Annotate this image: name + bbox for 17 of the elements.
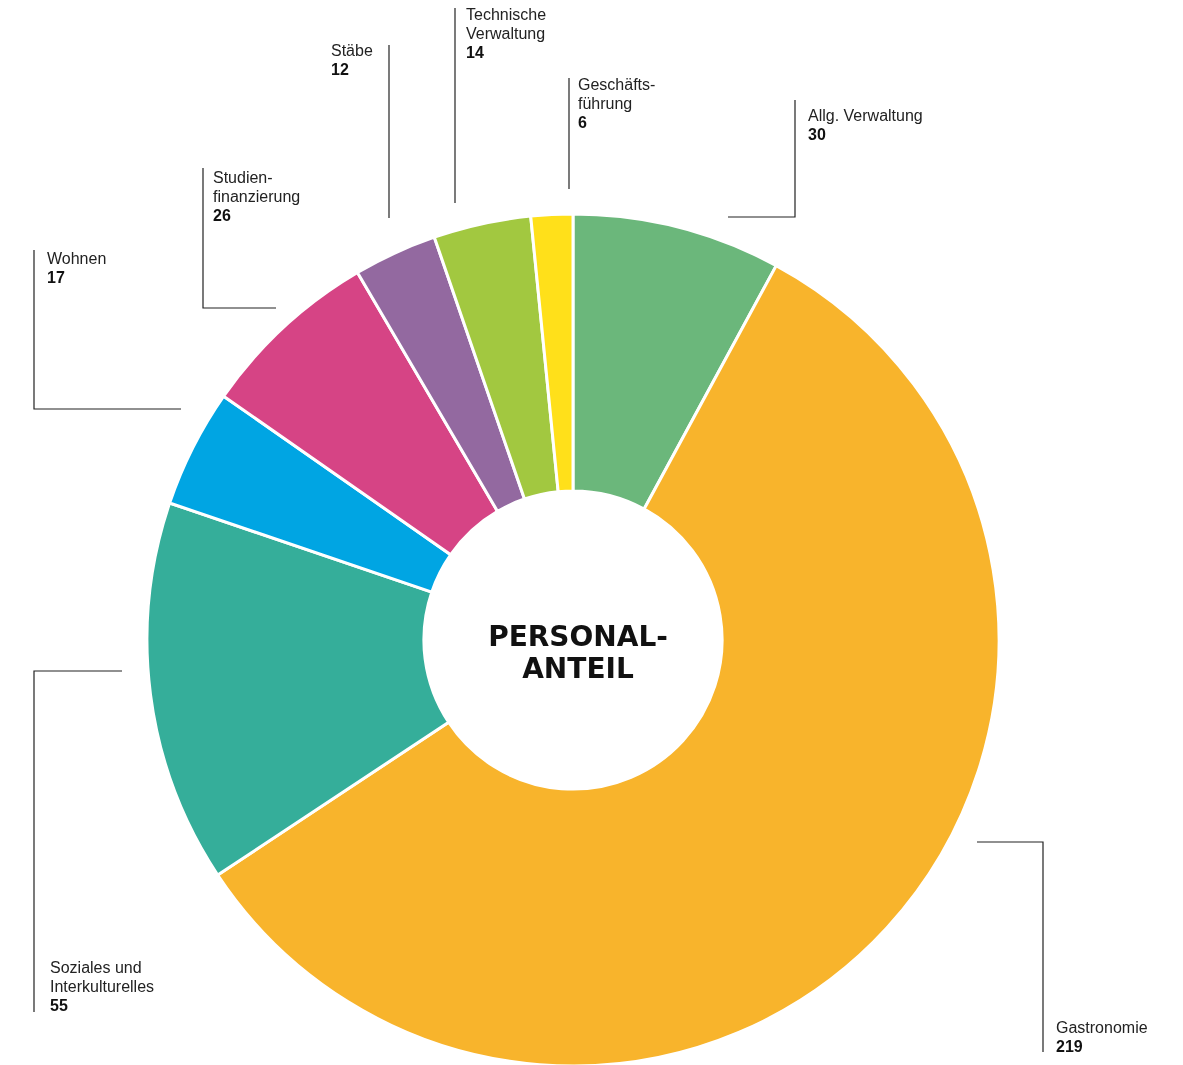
data-label: 12: [331, 61, 349, 78]
slice-label: Wohnen: [47, 250, 107, 267]
data-label: 30: [808, 126, 826, 143]
slice-label: Gastronomie: [1056, 1019, 1148, 1036]
data-label: 55: [50, 997, 68, 1014]
data-label: 219: [1056, 1038, 1083, 1055]
slice-label: Soziales und Interkulturelles: [50, 959, 155, 995]
data-label: 17: [47, 269, 65, 286]
text: PERSONAL- ANTEIL: [488, 619, 668, 685]
data-label: 14: [466, 44, 484, 61]
slice-label: Technische Verwaltung: [466, 6, 547, 42]
data-label: 26: [213, 207, 231, 224]
slice-label: Allg. Verwaltung: [808, 107, 923, 124]
data-label: 6: [578, 114, 587, 131]
slice-label: Geschäfts- führung: [578, 76, 656, 112]
slice-label: Studien- finanzierung: [213, 169, 301, 205]
slice-label: Stäbe: [331, 42, 373, 59]
